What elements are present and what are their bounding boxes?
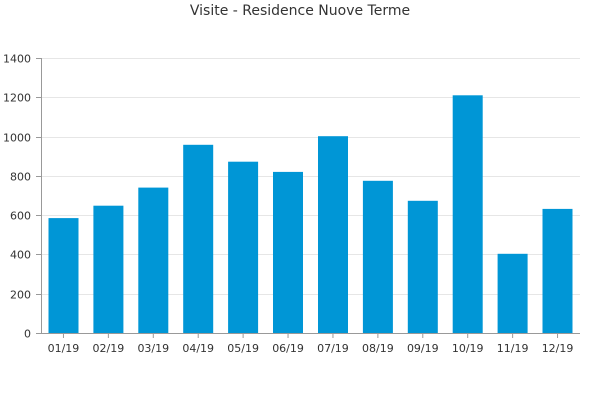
chart-title: Visite - Residence Nuove Terme [189, 3, 411, 19]
x-tick-label: 09/19 [407, 342, 439, 355]
x-tick-label: 03/19 [137, 342, 169, 355]
y-tick-label: 1000 [3, 132, 31, 145]
bars [48, 95, 573, 333]
y-tick-label: 1200 [3, 92, 31, 105]
y-tick-label: 400 [10, 249, 31, 262]
bar-09-19[interactable] [407, 200, 438, 333]
axes [41, 58, 580, 334]
y-tick-label: 0 [24, 328, 31, 341]
bar-05-19[interactable] [228, 161, 259, 333]
x-tick-label: 11/19 [497, 342, 529, 355]
bar-11-19[interactable] [497, 253, 528, 333]
gridlines [41, 58, 580, 295]
bar-12-19[interactable] [542, 208, 573, 333]
y-tick-label: 800 [10, 171, 31, 184]
x-tick-label: 12/19 [542, 342, 574, 355]
bar-10-19[interactable] [452, 95, 483, 333]
x-tick-label: 08/19 [362, 342, 394, 355]
x-tick-label: 07/19 [317, 342, 349, 355]
y-tick-label: 600 [10, 210, 31, 223]
bar-02-19[interactable] [93, 205, 124, 333]
bar-06-19[interactable] [273, 171, 303, 333]
x-tick-label: 05/19 [227, 342, 259, 355]
x-axis-ticks: 01/19 02/19 03/19 04/19 05/19 06/19 07/19 08/19… [48, 333, 574, 355]
x-tick-label: 04/19 [182, 342, 214, 355]
y-axis-ticks: 0 200 400 600 800 1000 1200 1400 [3, 53, 41, 341]
x-tick-label: 10/19 [452, 342, 484, 355]
bar-01-19[interactable] [48, 218, 79, 333]
bar-04-19[interactable] [183, 144, 214, 333]
x-tick-label: 02/19 [93, 342, 125, 355]
x-tick-label: 01/19 [48, 342, 80, 355]
y-tick-label: 1400 [3, 53, 31, 66]
bar-08-19[interactable] [362, 180, 393, 333]
bar-07-19[interactable] [318, 136, 348, 333]
y-tick-label: 200 [10, 289, 31, 302]
x-tick-label: 06/19 [272, 342, 304, 355]
bar-03-19[interactable] [138, 187, 169, 333]
